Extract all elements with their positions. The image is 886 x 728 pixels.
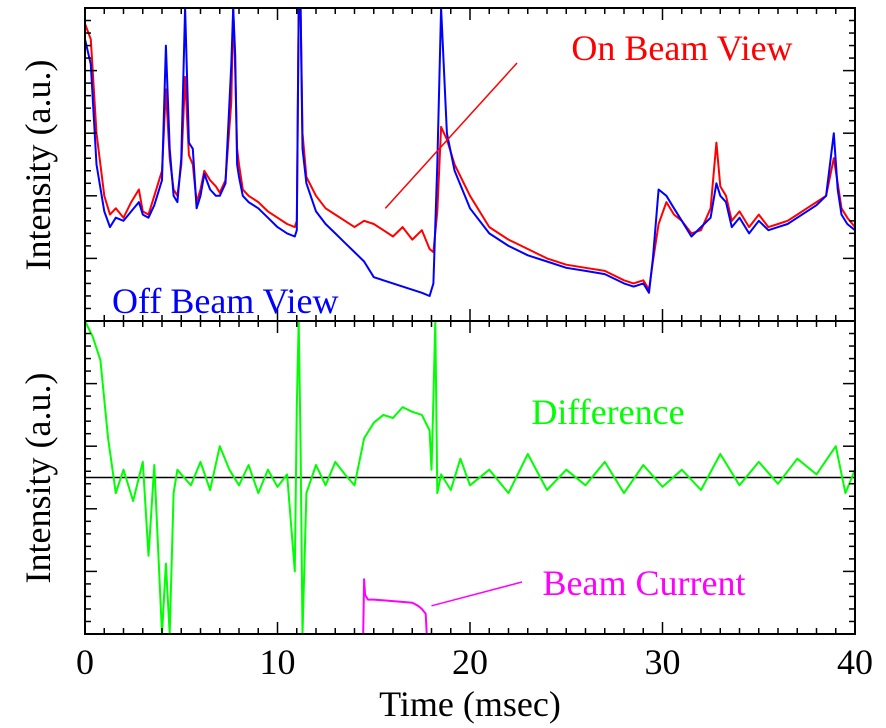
on-beam-view-label: On Beam View — [571, 28, 792, 68]
beam-current-pointer — [431, 581, 523, 607]
bottom-panel: 0 10 20 30 40 Intensity (a.u.) Time (msec) D… — [18, 320, 873, 724]
x-tick-labels: 0 10 20 30 40 — [76, 642, 873, 682]
bottom-panel-annotation-lines — [431, 581, 523, 607]
top-panel-annotation-lines — [384, 62, 518, 209]
top-panel-series — [84, 7, 856, 297]
x-tick-label: 10 — [260, 642, 296, 682]
difference-label: Difference — [531, 392, 684, 432]
x-tick-label: 40 — [837, 642, 873, 682]
x-tick-label: 30 — [645, 642, 681, 682]
x-axis-label: Time (msec) — [379, 684, 561, 724]
difference-line — [84, 320, 856, 635]
x-tick-label: 0 — [76, 642, 94, 682]
beam-current-line — [362, 578, 428, 635]
on-beam-view-pointer — [384, 62, 518, 209]
bottom-panel-series — [84, 320, 856, 635]
x-tick-label: 20 — [452, 642, 488, 682]
top-panel: Intensity (a.u.) On Beam View Off Beam V… — [18, 7, 856, 322]
top-panel-ticks — [84, 7, 856, 322]
off-beam-view-line — [84, 7, 856, 297]
top-panel-ylabel: Intensity (a.u.) — [18, 60, 58, 271]
beam-current-label: Beam Current — [543, 563, 746, 603]
bottom-panel-ylabel: Intensity (a.u.) — [18, 373, 58, 584]
off-beam-view-label: Off Beam View — [112, 281, 338, 321]
bottom-panel-ticks — [84, 320, 856, 635]
